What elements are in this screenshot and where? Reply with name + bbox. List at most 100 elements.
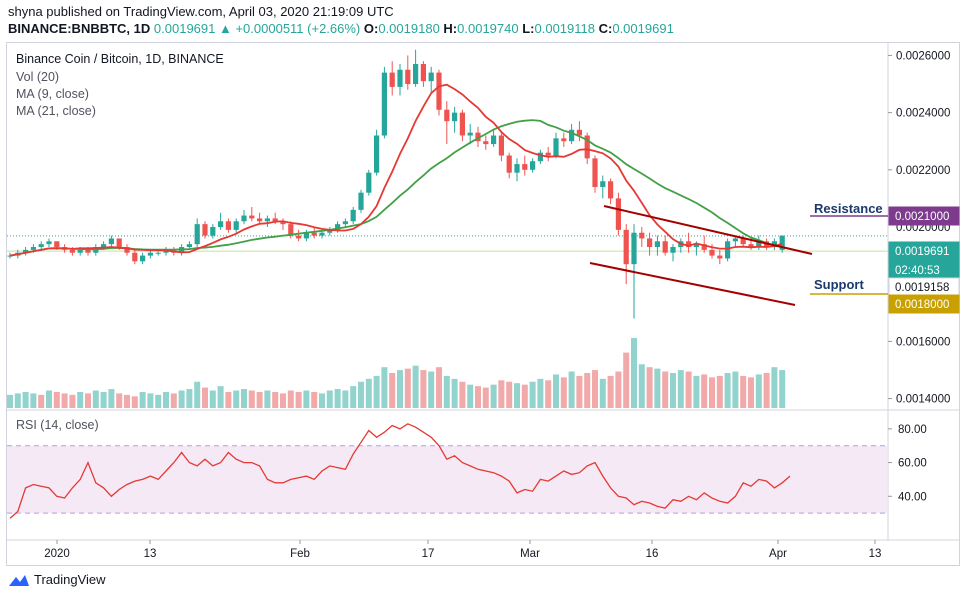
volume-bar xyxy=(186,389,193,408)
open-label: O: xyxy=(363,21,379,36)
volume-bar xyxy=(521,384,528,408)
candle-body xyxy=(654,241,660,248)
candle-body xyxy=(600,181,606,187)
candle-body xyxy=(537,152,543,162)
volume-bar xyxy=(693,375,700,408)
candle-body xyxy=(225,221,231,230)
volume-bar xyxy=(209,390,216,408)
volume-bar xyxy=(326,390,333,408)
candle-body xyxy=(576,129,582,136)
candle-body xyxy=(327,229,333,233)
tradingview-logo[interactable]: TradingView xyxy=(8,572,106,587)
candle-body xyxy=(748,244,754,248)
volume-bar xyxy=(592,370,598,408)
price-tick-label: 0.0026000 xyxy=(896,50,950,62)
volume-bar xyxy=(77,391,84,408)
candle-body xyxy=(553,138,559,156)
price-badge xyxy=(888,241,960,261)
volume-bar xyxy=(459,381,466,408)
rsi-tick-label: 40.00 xyxy=(898,491,927,503)
rsi-line xyxy=(9,423,791,519)
candle-body xyxy=(233,221,239,230)
ma9-line xyxy=(9,83,783,257)
volume-bar xyxy=(443,375,450,408)
volume-bar xyxy=(85,393,91,408)
volume-bar xyxy=(490,384,497,408)
volume-bar xyxy=(779,370,786,408)
candle-body xyxy=(374,135,380,173)
volume-bar xyxy=(248,390,255,408)
ma21-line xyxy=(9,119,783,257)
candle-body xyxy=(584,135,590,159)
volume-bar xyxy=(436,367,442,408)
volume-bar xyxy=(155,394,162,408)
volume-bar xyxy=(631,338,637,408)
volume-bar xyxy=(599,378,606,408)
volume-bar xyxy=(716,375,723,408)
volume-bar xyxy=(124,394,130,408)
resistance-label: Resistance xyxy=(814,201,883,216)
volume-bar xyxy=(38,394,45,408)
volume-bar xyxy=(311,391,318,408)
volume-bar xyxy=(615,371,622,408)
candle-body xyxy=(280,221,286,225)
ma9-legend: MA (9, close) xyxy=(16,87,89,101)
candle-body xyxy=(514,164,520,173)
price-badge-label: 0.0018000 xyxy=(895,299,949,311)
candle-body xyxy=(186,244,192,248)
candle-body xyxy=(288,224,294,236)
volume-bar xyxy=(14,393,21,408)
candle-body xyxy=(85,249,91,253)
vol-legend: Vol (20) xyxy=(16,70,60,84)
time-tick-label: 13 xyxy=(869,548,882,560)
candle-body xyxy=(498,135,504,156)
volume-bar xyxy=(116,393,123,408)
candle-body xyxy=(405,69,411,85)
volume-bar xyxy=(202,387,208,408)
candle-body xyxy=(522,164,528,170)
candle-body xyxy=(108,238,114,245)
candle-body xyxy=(46,241,52,245)
volume-bar xyxy=(319,393,325,408)
candle-body xyxy=(311,232,317,236)
price-badge xyxy=(888,206,960,226)
candle-body xyxy=(155,252,161,254)
volume-bar xyxy=(69,394,76,408)
volume-bar xyxy=(100,391,107,408)
volume-bar xyxy=(287,390,294,408)
candle-body xyxy=(592,158,598,187)
tradingview-icon xyxy=(9,574,29,586)
price-tick-label: 0.0014000 xyxy=(896,394,950,406)
price-tick-label: 0.0016000 xyxy=(896,336,950,348)
chart-title: Binance Coin / Bitcoin, 1D, BINANCE xyxy=(16,52,224,66)
price-tick-label: 0.0022000 xyxy=(896,165,950,177)
volume-bar xyxy=(467,384,474,408)
volume-bar xyxy=(677,370,684,408)
time-tick-label: 2020 xyxy=(44,548,70,560)
volume-bar xyxy=(740,375,747,408)
candle-body xyxy=(264,218,270,222)
volume-bar xyxy=(732,371,739,408)
symbol-ohlc-line: BINANCE:BNBBTC, 1D 0.0019691 ▲ +0.000051… xyxy=(8,21,674,36)
candle-body xyxy=(545,152,551,156)
price-badge xyxy=(888,294,960,314)
candle-body xyxy=(413,64,419,85)
candle-body xyxy=(38,244,44,248)
candle-body xyxy=(709,249,715,256)
volume-bar xyxy=(139,391,146,408)
time-tick-label: 16 xyxy=(646,548,659,560)
candle-body xyxy=(77,249,83,253)
last-price: 0.0019691 xyxy=(153,21,216,36)
volume-bar xyxy=(506,381,513,408)
candle-body xyxy=(7,255,13,257)
candle-body xyxy=(303,232,309,239)
candle-body xyxy=(506,155,512,173)
candle-body xyxy=(381,72,387,136)
candle-body xyxy=(467,132,473,136)
candle-body xyxy=(670,247,676,253)
volume-bar xyxy=(451,378,458,408)
candle-body xyxy=(397,69,403,87)
candle-body xyxy=(366,172,372,193)
volume-bar xyxy=(685,371,692,408)
